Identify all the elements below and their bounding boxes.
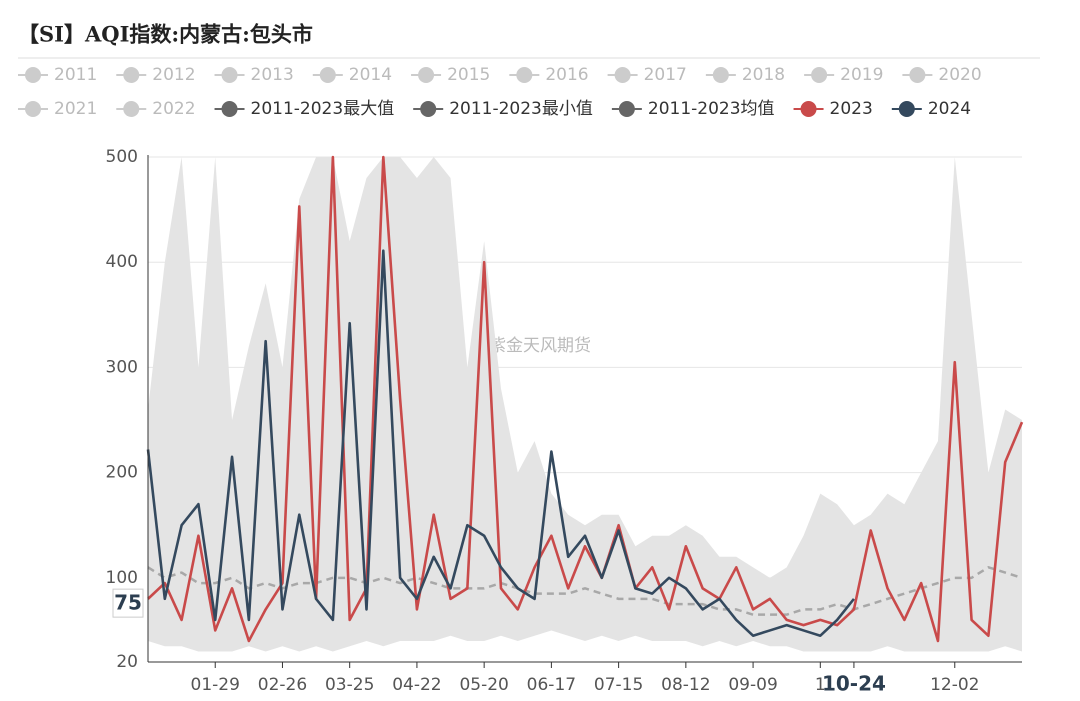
x-tick-label: 03-25 bbox=[325, 675, 374, 695]
legend-dot bbox=[123, 67, 140, 83]
legend-dot bbox=[909, 67, 926, 83]
legend-item[interactable]: 2017 bbox=[607, 65, 687, 85]
legend-label: 2019 bbox=[840, 65, 883, 85]
legend-label: 2018 bbox=[742, 65, 785, 85]
legend-item[interactable]: 2014 bbox=[312, 65, 392, 85]
legend-label: 2024 bbox=[928, 99, 971, 119]
legend-label: 2011-2023均值 bbox=[648, 99, 775, 119]
pointer-label: 75 bbox=[114, 591, 142, 615]
legend-dot bbox=[221, 67, 238, 83]
legend-item[interactable]: 2024 bbox=[891, 99, 971, 119]
legend-item[interactable]: 2020 bbox=[902, 65, 982, 85]
series-line bbox=[146, 249, 855, 637]
legend-dot bbox=[898, 101, 915, 117]
y-tick-label: 200 bbox=[106, 463, 138, 483]
x-tick-label: 07-15 bbox=[594, 675, 643, 695]
legend-dot bbox=[25, 67, 41, 83]
y-tick-label: 400 bbox=[106, 252, 138, 272]
legend-label: 2011-2023最大值 bbox=[251, 99, 395, 119]
x-tick-label: 01-29 bbox=[191, 675, 240, 695]
legend-item[interactable]: 2021 bbox=[18, 99, 97, 119]
legend-dot bbox=[618, 101, 635, 117]
legend-label: 2011-2023最小值 bbox=[449, 99, 593, 119]
legend-label: 2011 bbox=[54, 65, 97, 85]
legend-item[interactable]: 2011-2023最小值 bbox=[413, 99, 593, 119]
pointer-box bbox=[112, 588, 144, 618]
legend-item[interactable]: 2011 bbox=[18, 65, 97, 85]
x-tick-label: 02-26 bbox=[258, 675, 307, 695]
legend-dot bbox=[25, 101, 41, 117]
x-tick-label: 04-22 bbox=[392, 675, 441, 695]
range-area bbox=[148, 630, 1022, 662]
x-tick-label: 09-09 bbox=[728, 675, 777, 695]
legend-dot bbox=[319, 67, 336, 83]
legend-dot bbox=[800, 101, 817, 117]
legend-label: 2012 bbox=[152, 65, 195, 85]
range-area bbox=[148, 157, 1022, 662]
y-tick-label: 20 bbox=[116, 652, 138, 672]
watermark: 紫金天风期货 bbox=[489, 336, 591, 356]
x-tick-label: 08-12 bbox=[661, 675, 710, 695]
legend-label: 2017 bbox=[644, 65, 687, 85]
legend-dot bbox=[712, 67, 729, 83]
x-tick-label: 05-20 bbox=[459, 675, 508, 695]
legend-dot bbox=[221, 101, 238, 117]
legend-item[interactable]: 2022 bbox=[116, 99, 196, 119]
legend-label: 2014 bbox=[349, 65, 392, 85]
legend-dot bbox=[811, 67, 828, 83]
legend-item[interactable]: 2019 bbox=[804, 65, 883, 85]
legend-item[interactable]: 2013 bbox=[214, 65, 294, 85]
legend-label: 2013 bbox=[251, 65, 294, 85]
y-tick-label: 300 bbox=[106, 357, 138, 377]
x-tick-label: 06-17 bbox=[527, 675, 576, 695]
legend-dot bbox=[516, 67, 533, 83]
legend-item[interactable]: 2016 bbox=[509, 65, 589, 85]
legend-label: 2021 bbox=[54, 99, 97, 119]
legend-label: 2022 bbox=[152, 99, 195, 119]
legend-item[interactable]: 2012 bbox=[116, 65, 196, 85]
legend-item[interactable]: 2015 bbox=[411, 65, 490, 85]
x-tick-label: 12-02 bbox=[930, 675, 979, 695]
series-line bbox=[147, 566, 1023, 616]
legend-label: 2015 bbox=[447, 65, 490, 85]
legend-label: 2016 bbox=[545, 65, 588, 85]
legend-item[interactable]: 2018 bbox=[705, 65, 785, 85]
legend-item[interactable]: 2011-2023均值 bbox=[611, 99, 775, 119]
legend-dot bbox=[420, 101, 437, 117]
y-tick-label: 500 bbox=[106, 147, 138, 167]
legend-label: 2020 bbox=[938, 65, 981, 85]
legend-dot bbox=[418, 67, 435, 83]
x-tick-label: 10-24 bbox=[822, 672, 886, 696]
legend-dot bbox=[123, 101, 140, 117]
y-tick-label: 100 bbox=[106, 568, 138, 588]
legend-item[interactable]: 2011-2023最大值 bbox=[214, 99, 395, 119]
series-line bbox=[147, 155, 1024, 643]
chart-title: 【SI】AQI指数:内蒙古:包头市 bbox=[18, 22, 313, 47]
x-tick-label: 1 bbox=[815, 675, 826, 695]
legend-label: 2023 bbox=[830, 99, 873, 119]
legend-item[interactable]: 2023 bbox=[793, 99, 873, 119]
legend-dot bbox=[614, 67, 631, 83]
